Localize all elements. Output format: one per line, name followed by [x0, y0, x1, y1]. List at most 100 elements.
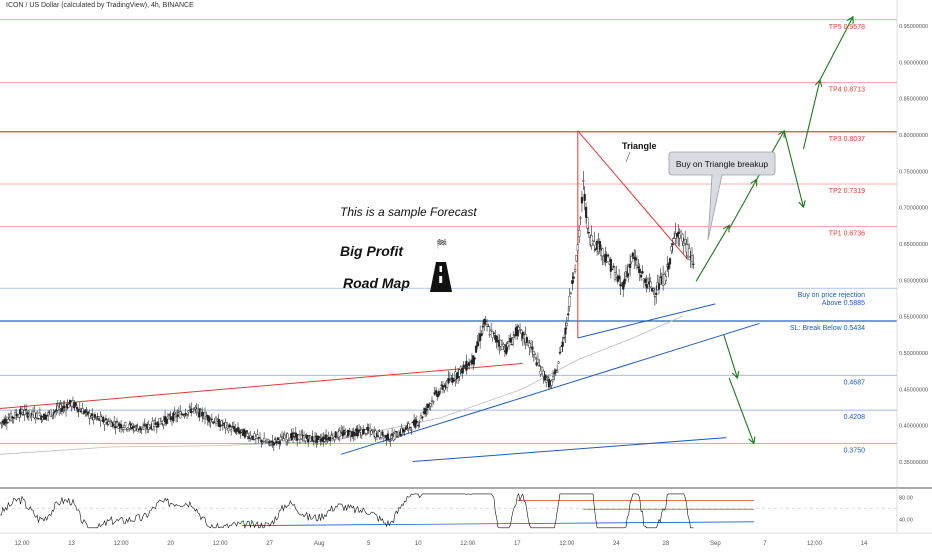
candle-body: [472, 355, 475, 365]
candle-body: [234, 429, 237, 433]
candle-body: [425, 409, 428, 411]
candle-body: [366, 427, 369, 431]
time-tick-label: 12:00: [114, 541, 130, 547]
candle-body: [509, 337, 512, 343]
oscillator-blue-line: [242, 521, 754, 527]
symbol-title: ICON / US Dollar (calculated by TradingV…: [6, 2, 194, 9]
candle-body: [395, 431, 398, 433]
projection-arrow: [802, 79, 821, 150]
candle-body: [279, 437, 282, 441]
candle-body: [688, 248, 691, 260]
price-tick-label: 0.60000000: [899, 278, 928, 284]
candle-body: [278, 441, 281, 445]
candle-body: [452, 380, 456, 382]
candle-body: [280, 436, 284, 438]
candle-body: [553, 372, 556, 374]
candle-body: [569, 292, 573, 295]
candle-body: [144, 428, 147, 430]
candle-body: [91, 413, 94, 417]
candle-body: [208, 416, 211, 423]
candle-body: [645, 284, 648, 289]
time-tick-label: 28: [663, 541, 670, 547]
candle-body: [219, 424, 222, 428]
candle-body: [491, 331, 494, 338]
candle-body: [176, 414, 179, 418]
candle-body: [96, 416, 99, 418]
candle-body: [269, 444, 273, 446]
time-tick-label: 7: [763, 541, 767, 547]
candle-body: [495, 336, 498, 343]
candle-body: [267, 439, 270, 442]
candle-body: [274, 438, 277, 440]
candle-body: [154, 422, 157, 425]
projection-arrowhead: [798, 200, 806, 209]
candle-body: [652, 288, 655, 291]
time-tick-label: 5: [367, 541, 371, 547]
candle-body: [209, 420, 212, 423]
candle-body: [333, 436, 336, 440]
candle-body: [122, 427, 125, 430]
candle-body: [348, 430, 351, 432]
price-tick-label: 0.75000000: [899, 169, 928, 175]
candle-body: [407, 423, 410, 429]
level-label: 0.3750: [844, 447, 866, 454]
projection-arrowhead: [846, 15, 854, 24]
level-label: 0.4208: [844, 414, 866, 421]
candle-body: [18, 414, 21, 418]
candle-body: [601, 248, 604, 257]
price-tick-label: 0.40000000: [899, 424, 928, 430]
candle-body: [386, 433, 390, 441]
candle-body: [443, 386, 446, 391]
candle-body: [540, 367, 544, 375]
candle-body: [172, 412, 175, 422]
candle-body: [690, 254, 694, 262]
candle-body: [67, 404, 70, 408]
candle-body: [334, 431, 337, 438]
candle-body: [485, 324, 489, 327]
candle-body: [283, 434, 286, 439]
candle-body: [23, 410, 26, 415]
candle-body: [664, 276, 667, 282]
buy-callout-box: [668, 151, 776, 241]
candle-body: [381, 431, 384, 436]
time-tick-label: 12:00: [15, 541, 31, 547]
time-tick-label: 12:00: [559, 541, 575, 547]
candle-body: [505, 344, 508, 354]
candle-body: [414, 419, 417, 428]
candle-body: [356, 429, 359, 437]
candle-body: [342, 429, 346, 436]
candle-body: [611, 268, 614, 271]
candle-body: [403, 429, 406, 432]
candle-body: [605, 261, 608, 263]
checkered-flag-icon: 🏁: [436, 238, 447, 249]
candle-body: [432, 401, 435, 403]
buy-rejection-label: Above 0.5885: [822, 300, 865, 307]
candle-body: [89, 417, 92, 419]
candle-body: [534, 354, 537, 358]
candle-body: [243, 431, 246, 438]
candle-body: [507, 341, 511, 347]
projection-arrow: [783, 130, 804, 208]
candle-body: [199, 409, 202, 411]
time-tick-label: 13: [68, 541, 75, 547]
candle-body: [353, 432, 357, 436]
candle-body: [623, 278, 626, 285]
candle-body: [667, 263, 670, 270]
candle-body: [556, 370, 559, 373]
candle-body: [311, 436, 314, 442]
candle-body: [363, 428, 366, 431]
candle-body: [417, 424, 420, 427]
candle-body: [461, 367, 464, 374]
candle-body: [538, 365, 541, 367]
candle-body: [481, 325, 484, 328]
candle-body: [148, 424, 152, 428]
candle-body: [227, 428, 230, 432]
candle-body: [282, 438, 285, 442]
candle-body: [256, 434, 259, 439]
candle-body: [562, 337, 566, 339]
candle-body: [330, 434, 333, 436]
candle-body: [492, 332, 496, 334]
candle-body: [128, 423, 131, 429]
